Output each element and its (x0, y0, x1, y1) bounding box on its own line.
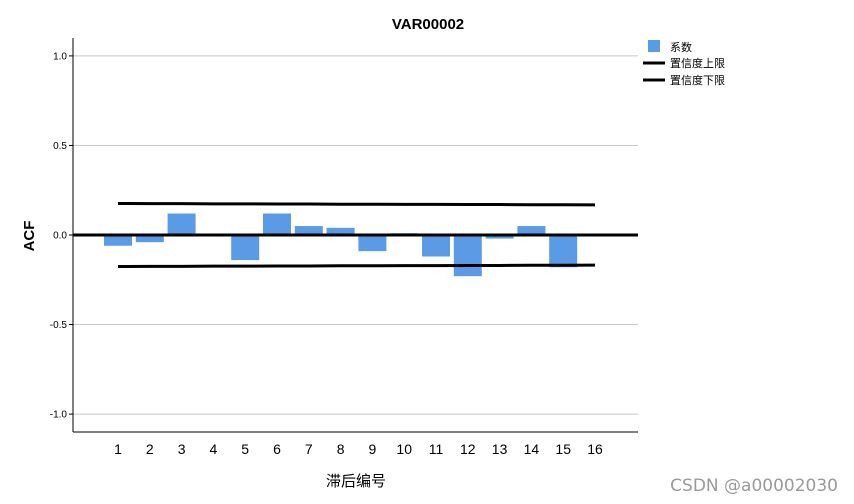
bar (294, 226, 323, 235)
x-tick-label: 9 (369, 441, 377, 457)
watermark: CSDN @a00002030 (670, 476, 838, 496)
legend-label: 系数 (670, 41, 692, 54)
x-tick-label: 15 (555, 441, 571, 457)
y-axis-ticks: 1.0 0.5 0.0 -0.5 -1.0 (50, 51, 73, 421)
x-tick-label: 12 (460, 441, 476, 457)
grid-lines (73, 55, 638, 415)
bar (485, 235, 514, 239)
bar-series (104, 213, 578, 277)
bar (453, 235, 482, 277)
bar (326, 227, 355, 235)
x-tick-label: 7 (305, 441, 313, 457)
x-tick-label: 5 (241, 441, 249, 457)
confidence-line (117, 263, 596, 269)
legend-label: 置信度下限 (670, 73, 725, 87)
x-tick-label: 3 (178, 441, 186, 457)
y-axis-label: ACF (21, 221, 38, 252)
x-tick-label: 1 (114, 441, 122, 457)
bar (358, 235, 387, 252)
y-tick-label: -0.5 (50, 320, 68, 331)
x-tick-label: 10 (396, 441, 412, 457)
x-axis-label: 滞后编号 (326, 472, 386, 490)
bar (104, 235, 132, 246)
legend-label: 置信度上限 (670, 56, 725, 70)
bar (167, 213, 196, 235)
x-tick-label: 11 (429, 441, 444, 457)
bar (422, 235, 450, 257)
bar (263, 213, 291, 235)
y-tick-label: 0.0 (53, 231, 67, 242)
legend-swatch (648, 40, 660, 52)
confidence-line (117, 201, 596, 207)
bar (549, 235, 578, 268)
x-tick-label: 4 (210, 441, 218, 457)
bar (517, 226, 546, 235)
x-tick-label: 8 (337, 441, 345, 457)
chart-title: VAR00002 (392, 16, 464, 33)
x-tick-label: 6 (273, 441, 281, 457)
x-tick-label: 16 (587, 441, 603, 457)
confidence-lines (117, 201, 596, 269)
x-axis-ticks: 1 2 3 4 5 6 7 8 9 10 11 12 13 14 15 16 (114, 441, 603, 457)
y-tick-label: 0.5 (53, 141, 67, 152)
x-tick-label: 13 (492, 441, 508, 457)
axes (72, 38, 638, 433)
x-tick-label: 14 (524, 441, 540, 457)
x-tick-label: 2 (146, 441, 154, 457)
y-tick-label: -1.0 (50, 410, 68, 421)
bar (231, 235, 260, 261)
bar (135, 235, 164, 243)
y-tick-label: 1.0 (53, 51, 67, 62)
